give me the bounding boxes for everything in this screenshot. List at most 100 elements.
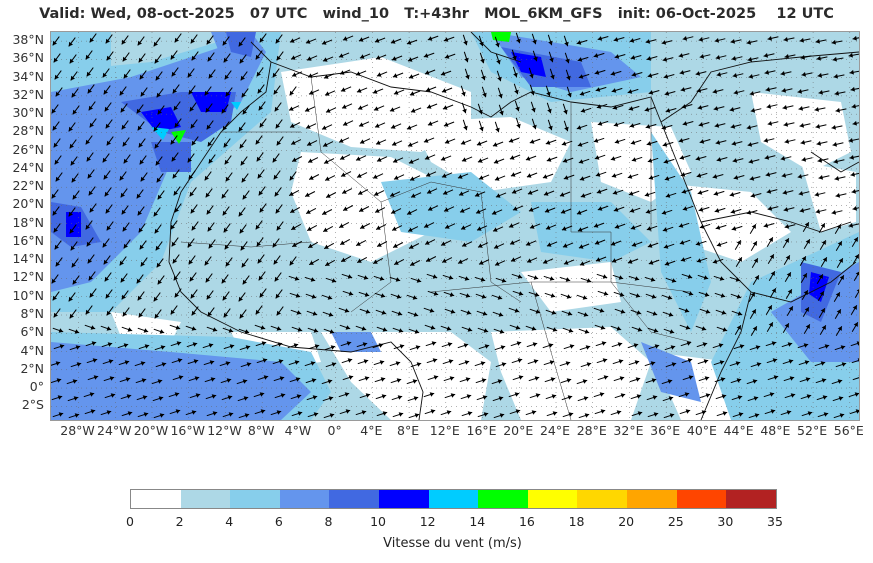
- wind-arrow: [223, 223, 231, 233]
- wind-arrow: [714, 292, 726, 298]
- lat-label: 28°N: [12, 123, 44, 139]
- wind-arrow: [768, 271, 776, 281]
- wind-arrow: [190, 119, 198, 129]
- wind-arrow: [120, 103, 128, 113]
- lat-label: 10°N: [12, 287, 44, 303]
- wind-arrow: [443, 206, 455, 212]
- wind-arrow: [186, 342, 198, 348]
- wind-arrow: [831, 210, 843, 215]
- wind-arrow: [442, 274, 454, 280]
- wind-arrow: [276, 136, 284, 146]
- wind-arrow: [766, 237, 774, 247]
- wind-arrow: [139, 240, 147, 250]
- wind-arrow: [747, 57, 759, 62]
- wind-arrow: [610, 325, 622, 331]
- wind-arrow: [815, 209, 827, 214]
- wind-arrow: [341, 273, 353, 279]
- wind-arrow: [376, 326, 388, 332]
- wind-arrow: [54, 70, 62, 80]
- wind-arrow: [579, 260, 591, 266]
- wind-arrow: [69, 139, 77, 149]
- wind-arrow: [715, 309, 727, 315]
- lat-label: 20°N: [12, 196, 44, 212]
- colorbar-swatch: [428, 490, 479, 508]
- wind-arrow: [257, 84, 265, 94]
- wind-arrow: [84, 409, 96, 415]
- wind-arrow: [222, 206, 230, 216]
- wind-arrow: [341, 103, 353, 109]
- wind-arrow: [55, 87, 63, 97]
- wind-arrow: [732, 158, 744, 163]
- wind-arrow: [424, 154, 436, 160]
- wind-arrow: [458, 190, 470, 196]
- wind-arrow: [494, 345, 506, 351]
- wind-arrow: [578, 158, 590, 164]
- wind-arrow: [341, 188, 353, 194]
- lat-label: 12°N: [12, 269, 44, 285]
- wind-arrow: [427, 35, 439, 41]
- wind-arrow: [491, 294, 503, 300]
- wind-arrow: [801, 290, 809, 300]
- wind-arrow: [102, 238, 110, 248]
- wind-arrow: [594, 154, 606, 160]
- wind-arrow: [593, 392, 605, 398]
- wind-arrow: [816, 141, 828, 146]
- wind-arrow: [83, 392, 95, 398]
- wind-arrow: [644, 191, 656, 197]
- wind-arrow: [814, 361, 826, 367]
- wind-arrow: [460, 309, 472, 315]
- wind-arrow: [594, 69, 606, 75]
- wind-arrow: [291, 411, 303, 417]
- wind-arrow: [440, 410, 452, 416]
- wind-arrow: [55, 172, 63, 182]
- wind-arrow: [765, 305, 773, 315]
- wind-arrow: [831, 125, 843, 130]
- wind-arrow: [52, 36, 60, 46]
- wind-arrow: [325, 107, 337, 113]
- wind-arrow: [559, 361, 571, 367]
- wind-arrow: [526, 342, 538, 348]
- wind-arrow: [729, 361, 741, 367]
- wind-arrow: [562, 412, 574, 418]
- wind-arrow: [53, 223, 61, 233]
- wind-arrow: [747, 142, 759, 147]
- wind-arrow: [832, 396, 844, 402]
- wind-arrow: [799, 256, 807, 266]
- lon-label: 28°W: [60, 423, 95, 438]
- wind-arrow: [322, 311, 334, 317]
- wind-arrow: [492, 141, 504, 147]
- wind-arrow: [54, 240, 62, 250]
- wind-arrow: [559, 276, 571, 282]
- wind-map[interactable]: [50, 31, 860, 421]
- wind-arrow: [205, 394, 217, 400]
- wind-arrow: [238, 413, 250, 419]
- wind-arrow: [832, 56, 844, 62]
- wind-arrow: [714, 207, 726, 213]
- wind-arrow: [816, 55, 828, 61]
- wind-arrow: [714, 123, 726, 128]
- wind-arrow: [695, 240, 707, 246]
- wind-arrow: [222, 412, 234, 418]
- wind-arrow: [423, 222, 435, 228]
- wind-arrow: [763, 53, 775, 58]
- wind-arrow: [189, 272, 197, 282]
- wind-arrow: [679, 154, 691, 160]
- wind-arrow: [153, 37, 161, 47]
- wind-arrow: [559, 191, 571, 197]
- wind-arrow: [780, 410, 792, 416]
- wind-arrow: [272, 359, 284, 365]
- wind-arrow: [613, 121, 625, 127]
- wind-arrow: [475, 293, 487, 299]
- wind-arrow: [359, 138, 371, 144]
- wind-arrow: [612, 189, 624, 195]
- wind-arrow: [546, 241, 558, 247]
- wind-arrow: [815, 38, 827, 44]
- wind-arrow: [561, 310, 573, 316]
- wind-arrow: [578, 243, 590, 249]
- wind-arrow: [153, 122, 161, 132]
- wind-arrow: [410, 192, 422, 198]
- wind-arrow: [407, 226, 419, 232]
- wind-arrow: [290, 394, 302, 400]
- wind-arrow: [105, 204, 113, 214]
- wind-arrow: [542, 343, 554, 349]
